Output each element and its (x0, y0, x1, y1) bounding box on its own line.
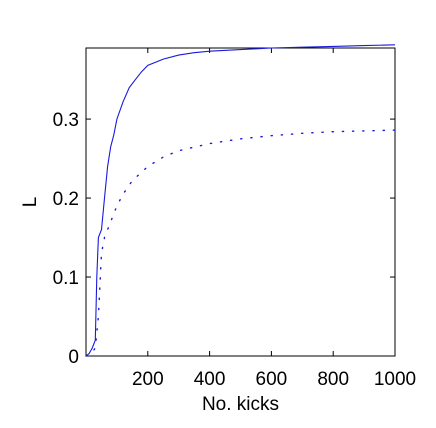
x-axis-label: No. kicks (202, 394, 279, 415)
plot-area (85, 47, 396, 357)
y-tick-label: 0 (68, 347, 79, 368)
x-tick-label: 400 (194, 369, 226, 390)
x-tick-label: 1000 (374, 369, 416, 390)
series-group (85, 44, 396, 357)
y-tick-label: 0.2 (53, 189, 79, 210)
x-tick-label: 600 (256, 369, 288, 390)
y-axis-label: L (20, 197, 41, 208)
y-axis-ticks: 0 0.1 0.2 0.3 (53, 110, 395, 368)
y-tick-label: 0.3 (53, 110, 79, 131)
x-tick-label: 200 (132, 369, 164, 390)
x-axis-ticks: 200 400 600 800 1000 (132, 48, 416, 390)
y-tick-label: 0.1 (53, 268, 79, 289)
series-line-1 (85, 44, 396, 357)
x-tick-label: 800 (317, 369, 349, 390)
